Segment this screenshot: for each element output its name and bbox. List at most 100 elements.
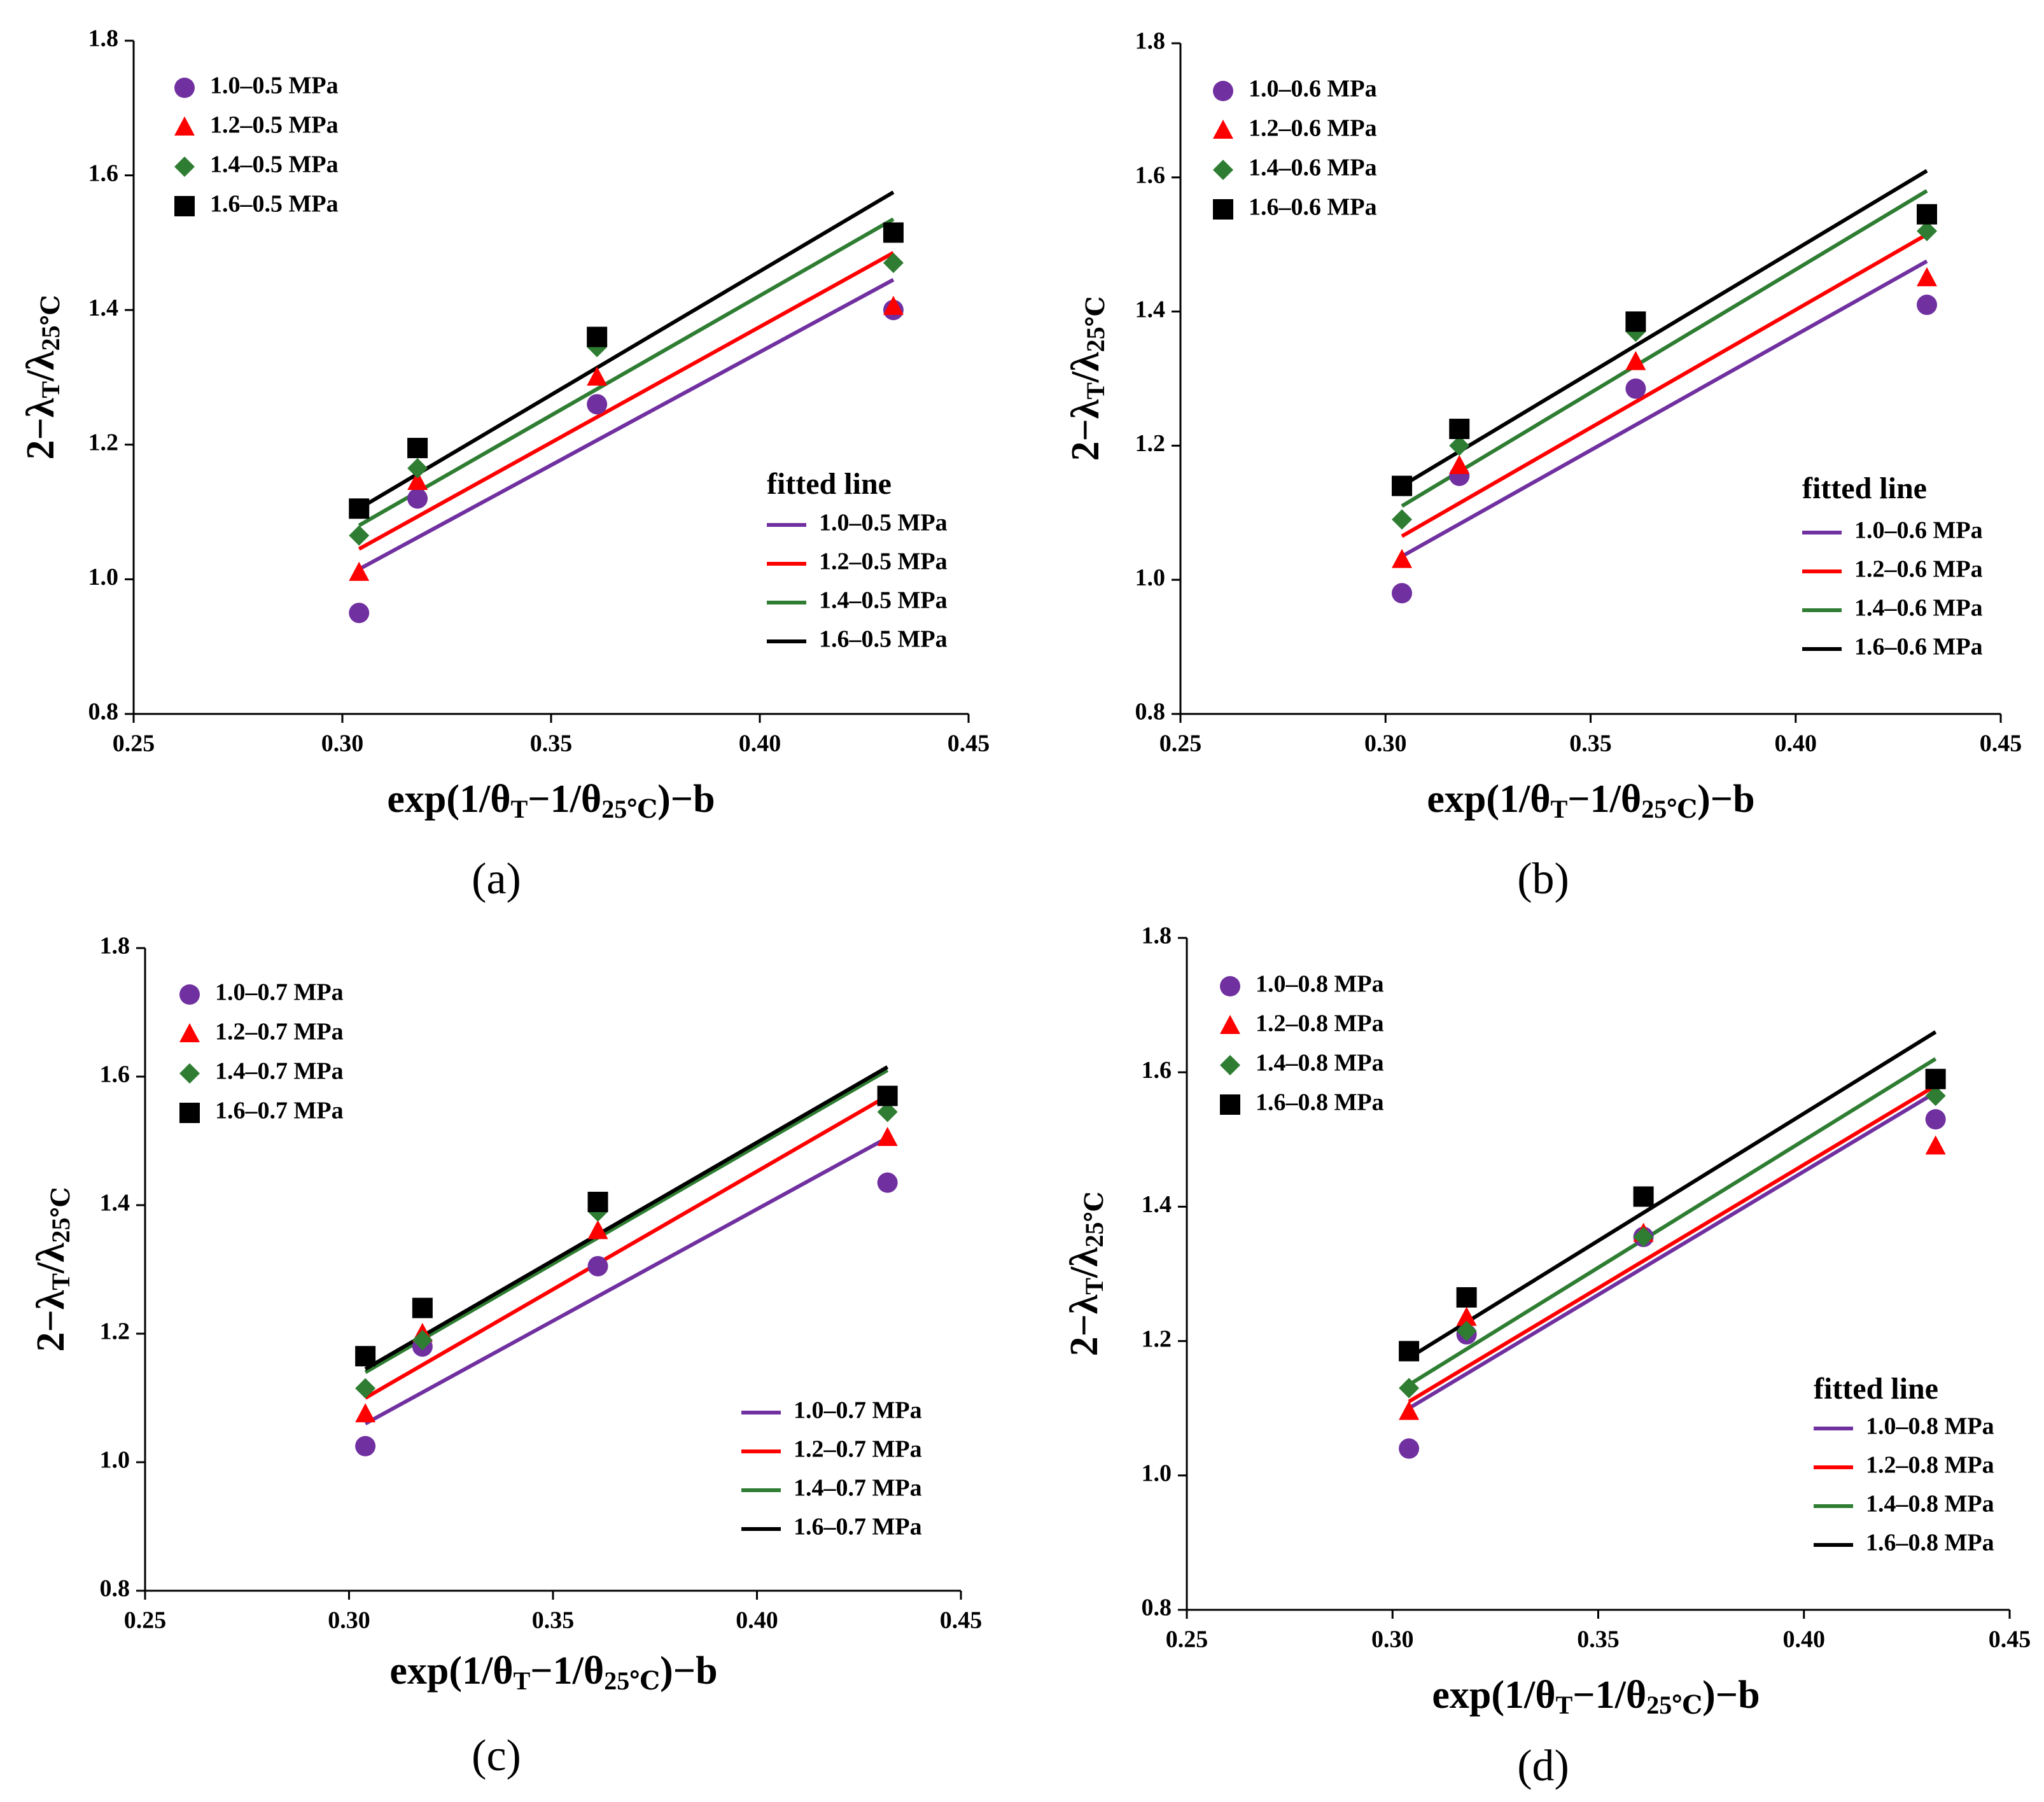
x-axis-title-part: −1/θ bbox=[1572, 1673, 1646, 1717]
x-axis-title-part: )−b bbox=[657, 778, 715, 821]
fitted-line bbox=[1401, 259, 1928, 558]
y-tick-label: 1.6 bbox=[1135, 162, 1166, 189]
data-point bbox=[349, 498, 370, 519]
y-tick-label: 1.8 bbox=[1142, 923, 1172, 949]
data-point bbox=[407, 470, 428, 490]
data-point bbox=[587, 367, 608, 386]
legend-label: 1.4–0.7 MPa bbox=[215, 1058, 344, 1085]
data-point bbox=[1456, 1287, 1477, 1308]
x-tick-label: 0.30 bbox=[1364, 730, 1407, 757]
x-axis-title-part: T bbox=[514, 1666, 531, 1695]
y-tick-label: 0.8 bbox=[88, 699, 119, 725]
x-tick-label: 0.25 bbox=[113, 730, 155, 757]
y-axis-title-part: /λ bbox=[19, 351, 62, 382]
fitted-line bbox=[364, 1065, 889, 1371]
legend-label: 1.0–0.6 MPa bbox=[1249, 76, 1377, 102]
x-axis-title-part: )−b bbox=[660, 1649, 717, 1693]
y-axis-title-part: 25℃ bbox=[1080, 1191, 1109, 1247]
y-tick-label: 1.0 bbox=[88, 564, 119, 590]
fitted-line bbox=[1401, 189, 1928, 508]
fitted-line bbox=[1401, 232, 1928, 538]
x-tick-label: 0.25 bbox=[124, 1607, 167, 1634]
y-axis-title-part: 2−λ bbox=[29, 1290, 73, 1352]
x-tick-label: 0.45 bbox=[940, 1607, 983, 1634]
y-tick-label: 1.4 bbox=[88, 295, 119, 321]
legend-marker bbox=[174, 116, 195, 136]
data-point bbox=[1392, 583, 1413, 604]
x-axis-title-part: T bbox=[511, 795, 528, 823]
legend-marker bbox=[1220, 1055, 1240, 1075]
panel-b: 0.8 1.0 1.2 1.4 1.6 1.8 0.25 0.30 0.35 0.40 0.45 1.… bbox=[1064, 28, 2022, 904]
legend-label: 1.4–0.6 MPa bbox=[1249, 155, 1377, 181]
y-tick-label: 1.8 bbox=[88, 25, 119, 52]
data-point bbox=[1925, 1135, 1946, 1155]
panel-label: (a) bbox=[472, 855, 521, 904]
data-point bbox=[355, 1403, 376, 1423]
fitted-line bbox=[364, 1068, 889, 1374]
legend-marker bbox=[179, 1023, 200, 1042]
x-tick-label: 0.45 bbox=[948, 730, 990, 757]
fitted-line-legend-label: 1.2–0.7 MPa bbox=[794, 1436, 922, 1463]
fitted-line-legend-label: 1.0–0.7 MPa bbox=[794, 1397, 922, 1424]
legend-marker bbox=[1220, 976, 1240, 996]
legend-marker bbox=[1220, 1094, 1240, 1115]
x-tick-label: 0.30 bbox=[321, 730, 364, 757]
y-tick-label: 0.8 bbox=[1135, 699, 1166, 725]
x-tick-label: 0.30 bbox=[1371, 1626, 1414, 1653]
legend-label: 1.2–0.7 MPa bbox=[215, 1019, 344, 1045]
data-point bbox=[1399, 1378, 1420, 1399]
y-tick-label: 1.2 bbox=[100, 1318, 130, 1345]
data-point bbox=[587, 1191, 608, 1212]
y-axis-title: 2−λT/λ25℃ bbox=[29, 1187, 75, 1352]
x-tick-label: 0.30 bbox=[328, 1607, 370, 1634]
x-axis-title-part: 25℃ bbox=[601, 795, 657, 823]
x-axis-title-part: T bbox=[1556, 1691, 1573, 1719]
y-tick-label: 1.2 bbox=[1142, 1325, 1172, 1352]
y-axis-title-part: T bbox=[46, 1273, 75, 1290]
y-tick-label: 1.0 bbox=[1135, 564, 1166, 591]
y-tick-label: 0.8 bbox=[1142, 1595, 1172, 1621]
data-point bbox=[412, 1330, 433, 1351]
legend-marker bbox=[1213, 81, 1233, 101]
legend-label: 1.6–0.6 MPa bbox=[1249, 194, 1377, 221]
panel-a: 0.8 1.0 1.2 1.4 1.6 1.8 0.25 0.30 0.35 0.40 0.45 1.… bbox=[19, 25, 990, 904]
data-point bbox=[877, 1101, 898, 1122]
legend-marker bbox=[174, 78, 195, 98]
y-tick-label: 1.2 bbox=[1135, 430, 1166, 457]
x-axis-title-part: exp(1/θ bbox=[387, 778, 510, 821]
legend-marker bbox=[1220, 1015, 1240, 1034]
legend-marker bbox=[179, 1103, 200, 1123]
x-axis-title: exp(1/θT−1/θ25℃)−b bbox=[389, 1649, 717, 1695]
data-point bbox=[1916, 295, 1937, 316]
data-point bbox=[1625, 378, 1646, 399]
fitted-line-legend-label: 1.6–0.8 MPa bbox=[1866, 1530, 1994, 1556]
fitted-line-legend-title: fitted line bbox=[767, 467, 892, 501]
panel-label: (c) bbox=[472, 1731, 521, 1780]
fitted-line-legend-title: fitted line bbox=[1814, 1372, 1938, 1406]
y-axis-title-part: 2−λ bbox=[1063, 1294, 1106, 1356]
x-axis-title-part: exp(1/θ bbox=[1432, 1673, 1555, 1717]
data-point bbox=[1625, 311, 1646, 332]
x-tick-label: 0.40 bbox=[1775, 730, 1817, 757]
y-axis-title-part: 2−λ bbox=[19, 398, 62, 459]
data-point bbox=[1456, 1306, 1477, 1326]
x-axis-title-part: −1/θ bbox=[1567, 778, 1641, 821]
data-point bbox=[1456, 1320, 1477, 1341]
legend-label: 1.6–0.7 MPa bbox=[215, 1098, 344, 1124]
y-axis-title-part: /λ bbox=[1063, 1247, 1106, 1278]
legend-label: 1.6–0.5 MPa bbox=[210, 191, 339, 218]
data-point bbox=[1449, 455, 1470, 475]
y-tick-label: 1.4 bbox=[1135, 296, 1166, 323]
data-point bbox=[1449, 419, 1470, 440]
fitted-line bbox=[1408, 1030, 1937, 1360]
fitted-line-legend-label: 1.6–0.6 MPa bbox=[1854, 634, 1983, 660]
legend-marker bbox=[1213, 120, 1233, 139]
data-point bbox=[587, 1220, 608, 1240]
fitted-line-legend-label: 1.4–0.5 MPa bbox=[819, 587, 948, 614]
y-tick-label: 1.6 bbox=[100, 1061, 130, 1088]
x-axis-title-part: exp(1/θ bbox=[1427, 778, 1550, 821]
fitted-line bbox=[358, 277, 895, 571]
y-axis-title-part: 25℃ bbox=[1081, 296, 1110, 352]
data-point bbox=[1916, 221, 1937, 242]
